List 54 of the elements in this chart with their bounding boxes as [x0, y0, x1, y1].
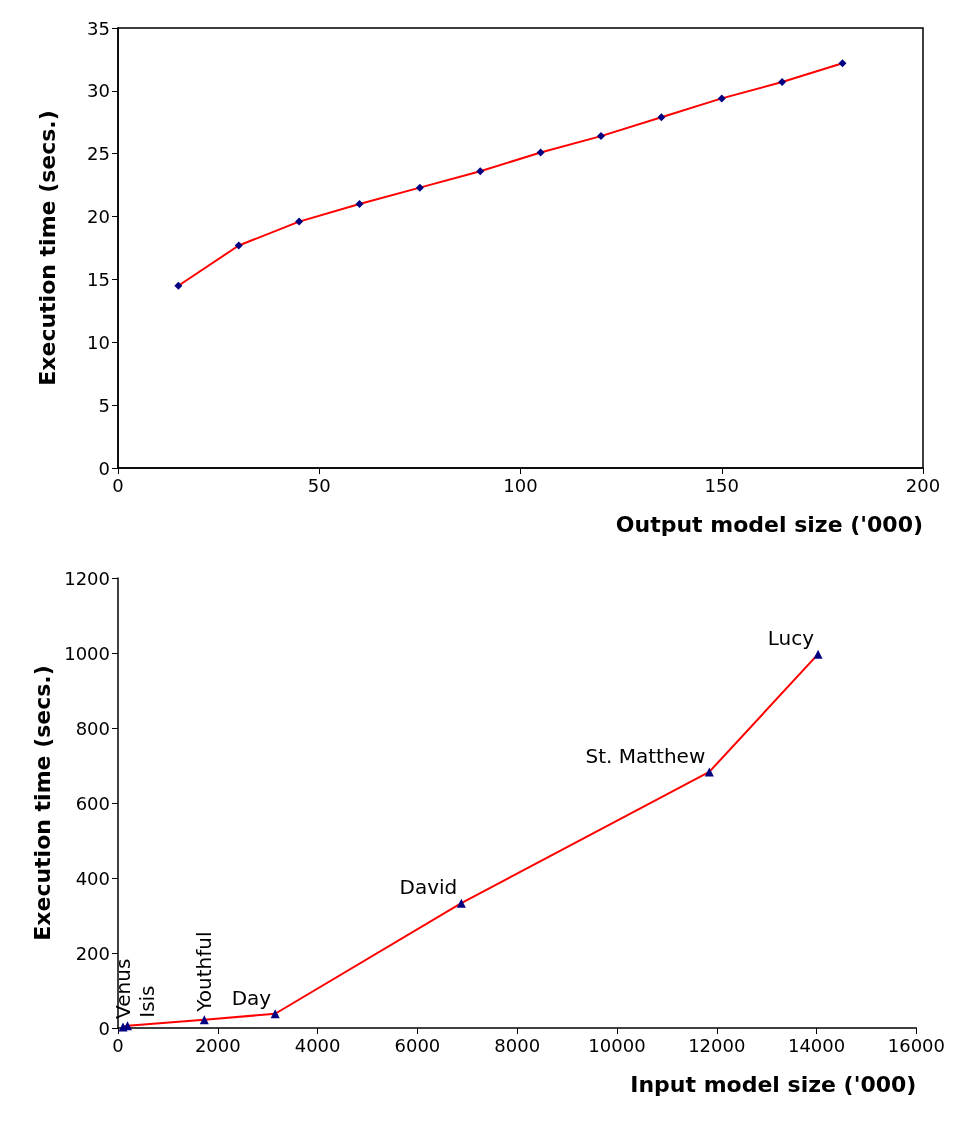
y-tick-label: 30: [87, 80, 110, 102]
y-tick-label: 25: [87, 143, 110, 165]
annotation: Venus: [110, 958, 135, 1019]
annotation: Youthful: [192, 931, 217, 1013]
point: [295, 217, 304, 226]
y-axis-title: Execution time (secs.): [34, 110, 60, 386]
point: [456, 898, 466, 908]
y-tick-label: 35: [87, 17, 110, 39]
point: [838, 59, 847, 68]
x-tick-label: 8000: [494, 1034, 541, 1056]
y-tick-label: 800: [75, 717, 110, 739]
x-tick-label: 150: [704, 474, 739, 496]
x-tick-label: 100: [503, 474, 538, 496]
x-tick-label: 10000: [588, 1034, 646, 1056]
y-tick-label: 0: [98, 457, 110, 479]
y-axis-title: Execution time (secs.): [29, 665, 55, 941]
x-tick-label: 16000: [887, 1034, 945, 1056]
annotation: Lucy: [767, 626, 815, 651]
y-tick-label: 10: [87, 331, 110, 353]
point: [234, 241, 243, 250]
point: [778, 78, 787, 87]
x-tick-label: 0: [112, 1034, 124, 1056]
point: [813, 649, 823, 659]
x-tick-label: 50: [307, 474, 331, 496]
y-tick-label: 20: [87, 206, 110, 228]
point: [355, 200, 364, 208]
x-axis-title: Input model size ('000): [630, 1071, 917, 1097]
x-tick-label: 12000: [688, 1034, 746, 1056]
annotation: Isis: [134, 985, 159, 1018]
annotation: St. Matthew: [585, 743, 706, 768]
point: [415, 183, 424, 192]
point: [657, 113, 666, 122]
x-tick-label: 6000: [394, 1034, 441, 1056]
x-tick-label: 200: [905, 474, 941, 496]
point: [717, 94, 726, 103]
point: [597, 132, 605, 141]
y-tick-label: 0: [98, 1017, 110, 1039]
annotation: David: [399, 875, 458, 900]
y-tick-label: 1000: [64, 642, 110, 664]
y-tick-label: 5: [98, 394, 110, 416]
x-axis-title: Output model size ('000): [615, 511, 923, 537]
point: [174, 281, 183, 290]
annotation: Day: [231, 985, 272, 1010]
y-tick-label: 400: [75, 867, 110, 889]
x-tick-label: 0: [112, 474, 124, 496]
y-tick-label: 600: [75, 792, 110, 814]
x-tick-label: 4000: [294, 1034, 341, 1056]
x-tick-label: 14000: [787, 1034, 846, 1056]
y-tick-label: 15: [87, 268, 110, 290]
point: [476, 167, 485, 176]
x-tick-label: 2000: [194, 1034, 241, 1056]
point: [536, 148, 545, 157]
y-tick-label: 200: [75, 942, 110, 964]
y-tick-label: 1200: [64, 567, 110, 589]
